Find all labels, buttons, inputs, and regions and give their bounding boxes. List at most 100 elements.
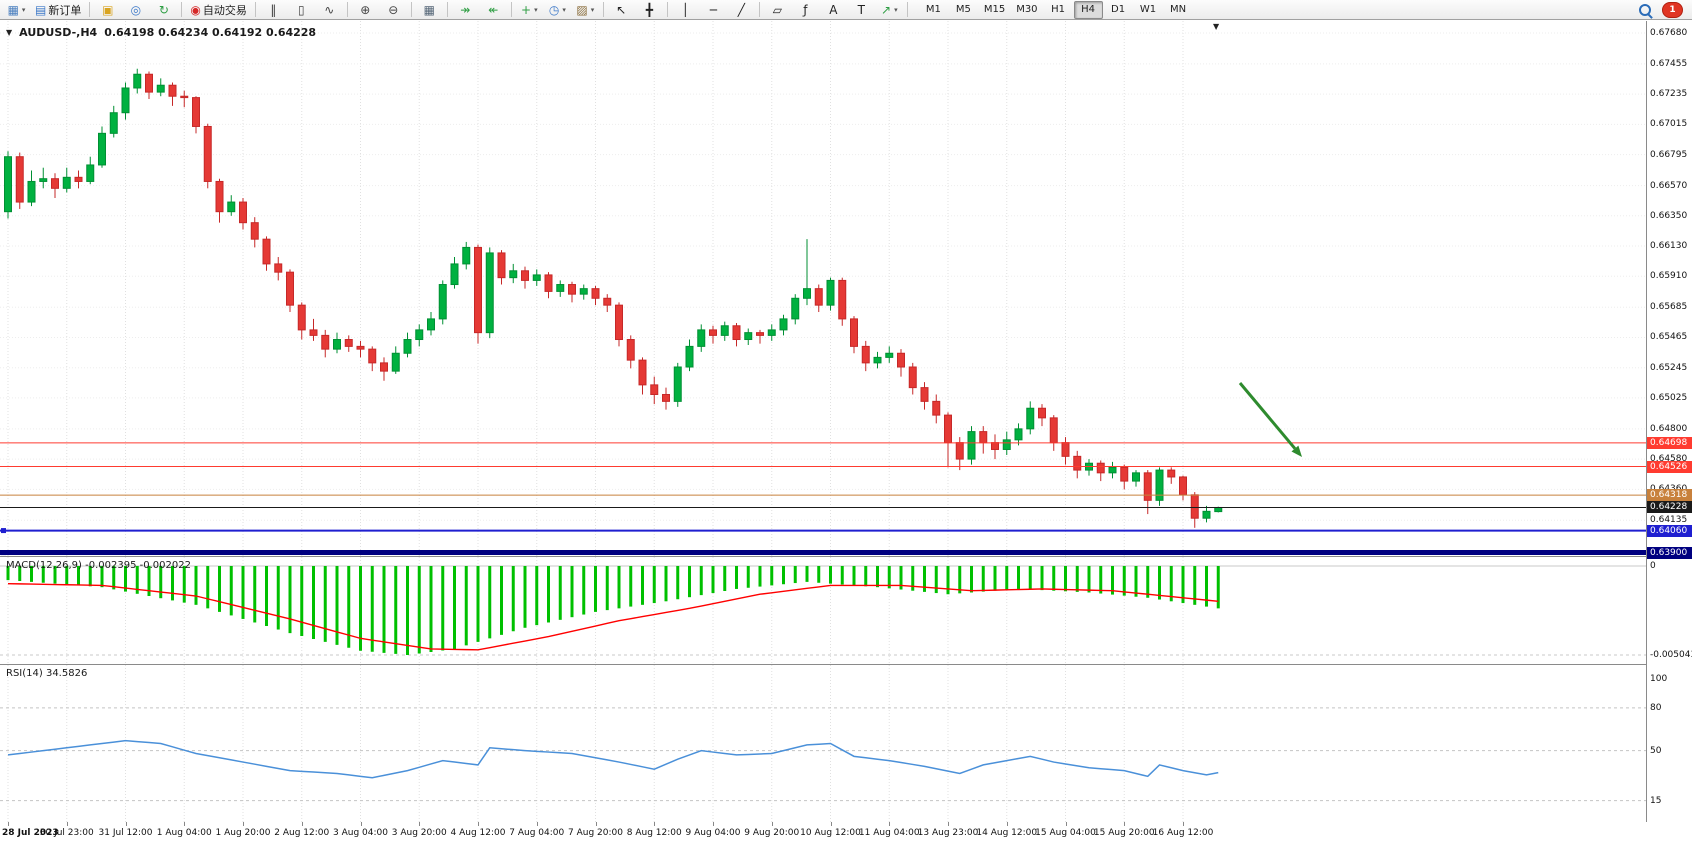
time-tick <box>1124 822 1126 826</box>
trendline-button[interactable]: ╱ <box>728 0 755 19</box>
candle-body <box>1190 494 1199 519</box>
text-button[interactable]: A <box>820 0 847 19</box>
chart-candles-button[interactable]: ▯ <box>288 0 315 19</box>
time-axis[interactable]: 28 Jul 2023 30 Jul 23:00 31 Jul 12:00 1 Aug… <box>0 822 1692 852</box>
vertical-line-button[interactable]: │ <box>672 0 699 19</box>
refresh-icon: ↻ <box>158 2 169 17</box>
timeframe-d1[interactable]: D1 <box>1111 4 1126 15</box>
time-tick <box>1183 822 1184 826</box>
timeframe-m15[interactable]: M15 <box>983 4 1006 15</box>
macd-svg[interactable] <box>0 557 1646 664</box>
timeframe-w1[interactable]: W1 <box>1139 4 1157 15</box>
candle-body <box>462 246 471 265</box>
candle-body <box>380 362 388 372</box>
shapes-button[interactable]: ↗ ▾ <box>876 0 903 19</box>
cursor-button[interactable]: ↖ <box>608 0 635 19</box>
auto-scroll-button[interactable]: ↠ <box>452 0 479 19</box>
time-tick <box>66 822 68 826</box>
collapse-icon[interactable]: ▼ <box>6 28 13 37</box>
date-label: 31 Jul 12:00 <box>98 828 153 838</box>
timeframe-m30[interactable]: M30 <box>1016 4 1038 15</box>
candle-body <box>86 164 95 182</box>
candle-body <box>297 304 306 331</box>
chart-line-button[interactable]: ∿ <box>316 0 343 19</box>
chart-shift-marker[interactable]: ▼ <box>1213 22 1220 31</box>
new-order-button-label: 新订单 <box>48 3 82 17</box>
chart-shift-button[interactable]: ↞ <box>480 0 507 19</box>
candle-body <box>39 178 48 182</box>
new-order-button[interactable]: ▤ 新订单 <box>31 0 85 19</box>
candle-body <box>873 356 882 364</box>
time-tick <box>478 822 479 826</box>
rsi-svg[interactable] <box>0 665 1646 822</box>
trendline-icon: ╱ <box>737 2 745 17</box>
candle-body <box>356 345 365 350</box>
candle-body <box>321 334 330 350</box>
zoom-in-button[interactable]: ⊕ <box>352 0 379 19</box>
price-tick: 0.66350 <box>1650 210 1688 221</box>
date-label: 30 Jul 23:00 <box>39 828 94 838</box>
price-tick: 0.65025 <box>1650 392 1688 403</box>
indicators-button[interactable]: + ▾ <box>516 0 543 19</box>
trend-arrow[interactable] <box>1238 382 1297 450</box>
rsi-label: RSI(14) 34.5826 <box>6 668 88 679</box>
candle-body <box>685 345 694 368</box>
timeframe-mn[interactable]: MN <box>1169 4 1187 15</box>
candle-body <box>109 112 118 134</box>
timeframe-h4[interactable]: H4 <box>1073 0 1103 19</box>
price-axis[interactable]: 0.64698 0.64526 0.64318 0.64228 0.64060 0.639… <box>1646 21 1692 822</box>
candle-body <box>791 297 800 320</box>
date-label: 10 Aug 12:00 <box>800 828 861 838</box>
chart-bars-button[interactable]: ‖ <box>260 0 287 19</box>
line-handle[interactable] <box>1 528 6 534</box>
channel-icon: ▱ <box>772 2 782 17</box>
date-label: 16 Aug 12:00 <box>1152 828 1214 838</box>
search-button[interactable] <box>1636 2 1654 18</box>
date-label: 3 Aug 04:00 <box>333 828 388 838</box>
fibonacci-button[interactable]: ƒ <box>792 0 819 19</box>
templates-button[interactable]: ▨ ▾ <box>572 0 599 19</box>
time-tick <box>771 822 773 826</box>
candle-body <box>133 73 142 89</box>
candle-body <box>826 279 835 306</box>
main-chart-svg[interactable] <box>0 21 1646 556</box>
panel-separator-main-macd[interactable] <box>0 556 1692 557</box>
navigator-button[interactable]: ◎ <box>122 0 149 19</box>
trend-arrow-head[interactable] <box>1291 445 1302 457</box>
date-label: 4 Aug 12:00 <box>450 828 506 838</box>
candle-body <box>180 95 189 99</box>
toolbar-separator <box>510 2 512 17</box>
periods-button[interactable]: ◷ ▾ <box>544 0 571 19</box>
label-button[interactable]: T <box>848 0 875 19</box>
candle-body <box>403 339 412 354</box>
auto-trading-button[interactable]: ◉ 自动交易 <box>186 0 250 19</box>
market-watch-button[interactable]: ▣ <box>94 0 121 19</box>
panel-separator-macd-rsi[interactable] <box>0 664 1692 665</box>
tile-windows-button[interactable]: ▦ <box>416 0 443 19</box>
price-tick: 0.64800 <box>1650 423 1688 434</box>
notification-badge[interactable]: 1 <box>1662 1 1683 18</box>
crosshair-button[interactable]: ╋ <box>636 0 663 19</box>
horizontal-line-button[interactable]: ─ <box>700 0 727 19</box>
price-tick: 0.67235 <box>1650 89 1688 100</box>
text-label-icon: T <box>857 2 865 17</box>
timeframe-h1[interactable]: H1 <box>1051 4 1065 15</box>
timeframe-m1[interactable]: M1 <box>925 4 941 15</box>
timeframe-m5[interactable]: M5 <box>955 4 971 15</box>
price-label-0.64526: 0.64526 <box>1647 460 1692 473</box>
line-handle[interactable] <box>1 550 6 556</box>
chart-area: ▼ AUDUSD-,H4 0.64198 0.64234 0.64192 0.6… <box>0 21 1692 852</box>
candle-body <box>1214 506 1223 513</box>
price-tick: 0.67680 <box>1650 28 1688 38</box>
candle-body <box>1073 455 1082 471</box>
time-tick <box>889 822 891 826</box>
price-tick: 0.66795 <box>1650 149 1688 160</box>
date-label: 7 Aug 20:00 <box>568 828 623 838</box>
toolbar-separator <box>906 2 908 17</box>
refresh-button[interactable]: ↻ <box>150 0 177 19</box>
time-tick <box>1065 822 1067 826</box>
zoom-out-button[interactable]: ⊖ <box>380 0 407 19</box>
new-chart-button[interactable]: ▦ ▾ <box>3 0 30 19</box>
channel-button[interactable]: ▱ <box>764 0 791 19</box>
candle-body <box>239 201 247 224</box>
